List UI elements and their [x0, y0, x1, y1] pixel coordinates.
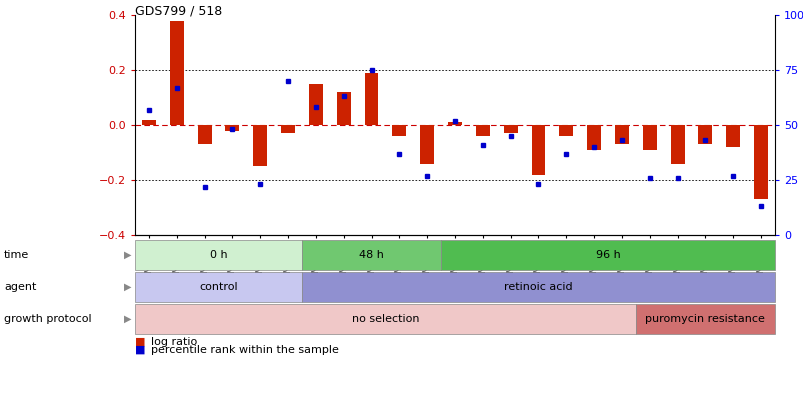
Text: puromycin resistance: puromycin resistance [645, 314, 764, 324]
Bar [169, 21, 183, 125]
Bar [670, 125, 683, 164]
Bar [559, 125, 573, 136]
Bar [281, 125, 295, 133]
Text: retinoic acid: retinoic acid [503, 282, 572, 292]
Bar [753, 125, 767, 199]
Bar [225, 125, 239, 130]
Text: agent: agent [4, 282, 36, 292]
Text: log ratio: log ratio [151, 337, 197, 347]
Text: ▶: ▶ [124, 282, 131, 292]
Bar [447, 122, 462, 125]
Text: 0 h: 0 h [210, 250, 227, 260]
Text: control: control [199, 282, 238, 292]
Bar [392, 125, 406, 136]
Bar [364, 73, 378, 125]
Text: ■: ■ [135, 337, 145, 347]
Text: ▶: ▶ [124, 250, 131, 260]
Text: 48 h: 48 h [359, 250, 384, 260]
Bar [253, 125, 267, 166]
Bar [308, 84, 323, 125]
Bar [586, 125, 601, 150]
Bar [475, 125, 489, 136]
Bar [336, 92, 350, 125]
Bar [698, 125, 711, 144]
Text: GDS799 / 518: GDS799 / 518 [135, 5, 222, 18]
Text: ■: ■ [135, 345, 145, 355]
Text: 96 h: 96 h [595, 250, 620, 260]
Bar [725, 125, 740, 147]
Text: no selection: no selection [351, 314, 418, 324]
Bar [531, 125, 544, 175]
Text: time: time [4, 250, 29, 260]
Bar [420, 125, 434, 164]
Text: ▶: ▶ [124, 314, 131, 324]
Bar [642, 125, 656, 150]
Bar [614, 125, 628, 144]
Bar [198, 125, 211, 144]
Bar [142, 119, 156, 125]
Bar [503, 125, 517, 133]
Text: percentile rank within the sample: percentile rank within the sample [151, 345, 339, 355]
Text: growth protocol: growth protocol [4, 314, 92, 324]
